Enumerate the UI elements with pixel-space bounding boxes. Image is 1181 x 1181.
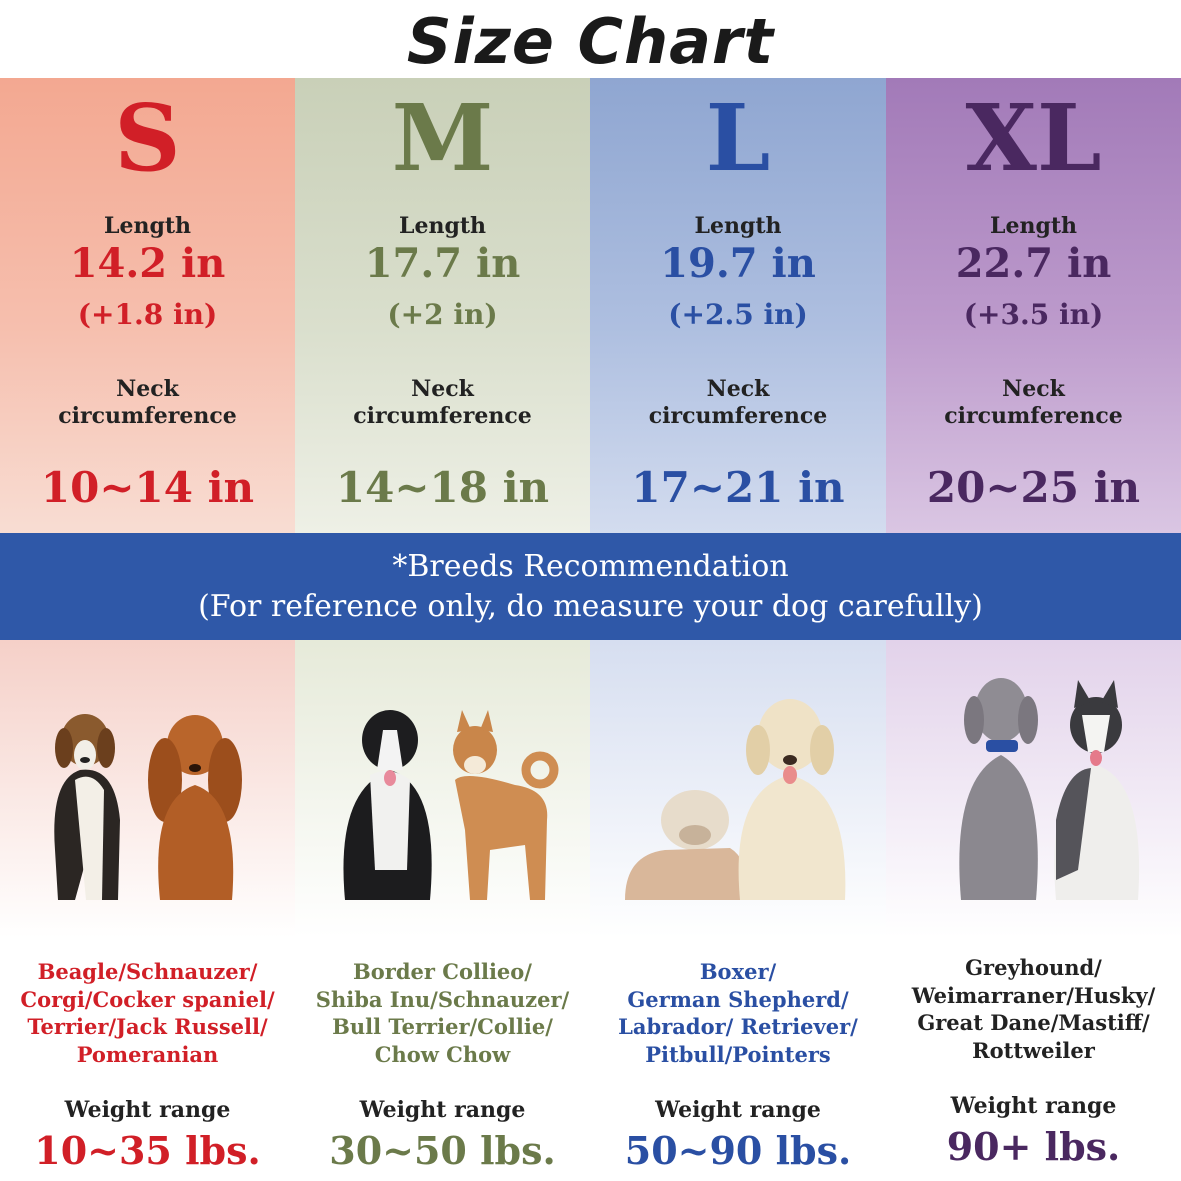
page-title: Size Chart [406, 5, 775, 78]
breed-line: Greyhound/ [965, 955, 1102, 980]
length-label: Length [694, 213, 782, 239]
length-value: 19.7 in [660, 240, 816, 287]
breed-line: Labrador/ Retriever/ [618, 1014, 858, 1039]
golden-retriever-icon [738, 699, 846, 900]
length-label: Length [989, 213, 1077, 239]
neck-label-line2: circumference [648, 403, 828, 429]
breed-line: German Shepherd/ [627, 986, 849, 1012]
breed-line: Chow Chow [374, 1041, 511, 1067]
neck-label-line1: Neck [116, 376, 179, 402]
beagle-icon [54, 714, 120, 900]
weight-label: Weight range [655, 1097, 821, 1123]
neck-label-line2: circumference [58, 403, 237, 429]
weight-value: 30~50 lbs. [329, 1128, 556, 1173]
banner-line1: *Breeds Recommendation [392, 549, 789, 584]
breed-line: Corgi/Cocker spaniel/ [20, 986, 275, 1012]
size-letter: S [114, 84, 181, 192]
size-letter: M [391, 84, 494, 192]
breed-column-l: Boxer/ German Shepherd/ Labrador/ Retrie… [590, 640, 886, 1181]
neck-value: 20~25 in [926, 463, 1141, 512]
breed-column-m: Border Collieo/ Shiba Inu/Schnauzer/ Bul… [295, 640, 590, 1181]
breeds-list: Border Collieo/ Shiba Inu/Schnauzer/ Bul… [295, 958, 590, 1068]
breed-column-s: Beagle/Schnauzer/ Corgi/Cocker spaniel/ … [0, 640, 295, 1181]
neck-label-line1: Neck [1002, 376, 1065, 402]
length-extra: (+2.5 in) [668, 298, 808, 331]
neck-label: Neck circumference [590, 376, 886, 430]
breed-line: Border Collieo/ [353, 959, 532, 984]
length-extra: (+3.5 in) [963, 298, 1104, 331]
dogs-image [959, 678, 1140, 900]
length-extra: (+1.8 in) [77, 298, 218, 331]
length-label: Length [398, 213, 486, 239]
neck-label-line1: Neck [706, 376, 770, 402]
neck-label-line2: circumference [353, 403, 532, 429]
length-value: 14.2 in [69, 240, 226, 287]
breed-line: Boxer/ [699, 959, 777, 984]
weight-value: 10~35 lbs. [34, 1128, 261, 1173]
breed-line: Weimarraner/Husky/ [911, 982, 1156, 1008]
weight-label: Weight range [64, 1097, 231, 1123]
dogs-image [54, 714, 242, 900]
weight-value: 50~90 lbs. [624, 1128, 852, 1173]
dogs-image [343, 710, 559, 900]
neck-label-line1: Neck [411, 376, 474, 402]
bulldog-icon [625, 790, 749, 900]
breed-line: Pitbull/Pointers [645, 1041, 831, 1067]
neck-value: 10~14 in [40, 463, 255, 512]
size-column-s: S Length 14.2 in (+1.8 in) Neck circumfe… [0, 78, 295, 533]
size-letter: L [705, 84, 771, 192]
breed-line: Beagle/Schnauzer/ [37, 959, 258, 984]
length-value: 22.7 in [955, 240, 1112, 287]
neck-value: 14~18 in [335, 463, 550, 512]
weimaraner-icon [959, 678, 1038, 900]
size-letter: XL [965, 84, 1102, 192]
breeds-list: Boxer/ German Shepherd/ Labrador/ Retrie… [590, 958, 886, 1068]
breed-line: Great Dane/Mastiff/ [917, 1010, 1150, 1035]
neck-label: Neck circumference [886, 376, 1181, 430]
breed-line: Bull Terrier/Collie/ [332, 1014, 553, 1039]
husky-icon [1054, 680, 1140, 900]
size-column-l: L Length 19.7 in (+2.5 in) Neck circumfe… [590, 78, 886, 533]
size-column-m: M Length 17.7 in (+2 in) Neck circumfere… [295, 78, 590, 533]
weight-label: Weight range [359, 1097, 526, 1123]
border-collie-icon [343, 710, 432, 900]
breed-line: Terrier/Jack Russell/ [27, 1014, 268, 1039]
weight-label: Weight range [950, 1093, 1117, 1119]
breed-line: Pomeranian [76, 1041, 219, 1067]
weight-value: 90+ lbs. [946, 1124, 1121, 1169]
shiba-inu-icon [453, 710, 559, 900]
neck-label: Neck circumference [295, 376, 590, 430]
neck-label-line2: circumference [944, 403, 1123, 429]
breed-column-xl: Greyhound/ Weimarraner/Husky/ Great Dane… [886, 640, 1181, 1181]
breeds-list: Greyhound/ Weimarraner/Husky/ Great Dane… [886, 954, 1181, 1064]
neck-label: Neck circumference [0, 376, 295, 430]
size-column-xl: XL Length 22.7 in (+3.5 in) Neck circumf… [886, 78, 1181, 533]
length-label: Length [103, 213, 191, 239]
breeds-list: Beagle/Schnauzer/ Corgi/Cocker spaniel/ … [0, 958, 295, 1068]
neck-value: 17~21 in [631, 463, 845, 512]
cocker-spaniel-icon [148, 715, 242, 900]
breed-line: Rottweiler [972, 1037, 1095, 1063]
length-value: 17.7 in [364, 240, 521, 287]
breeds-banner: *Breeds Recommendation (For reference on… [0, 533, 1181, 640]
length-extra: (+2 in) [387, 298, 498, 331]
dogs-image [625, 699, 846, 900]
breed-line: Shiba Inu/Schnauzer/ [315, 986, 570, 1012]
banner-line2: (For reference only, do measure your dog… [198, 589, 983, 624]
